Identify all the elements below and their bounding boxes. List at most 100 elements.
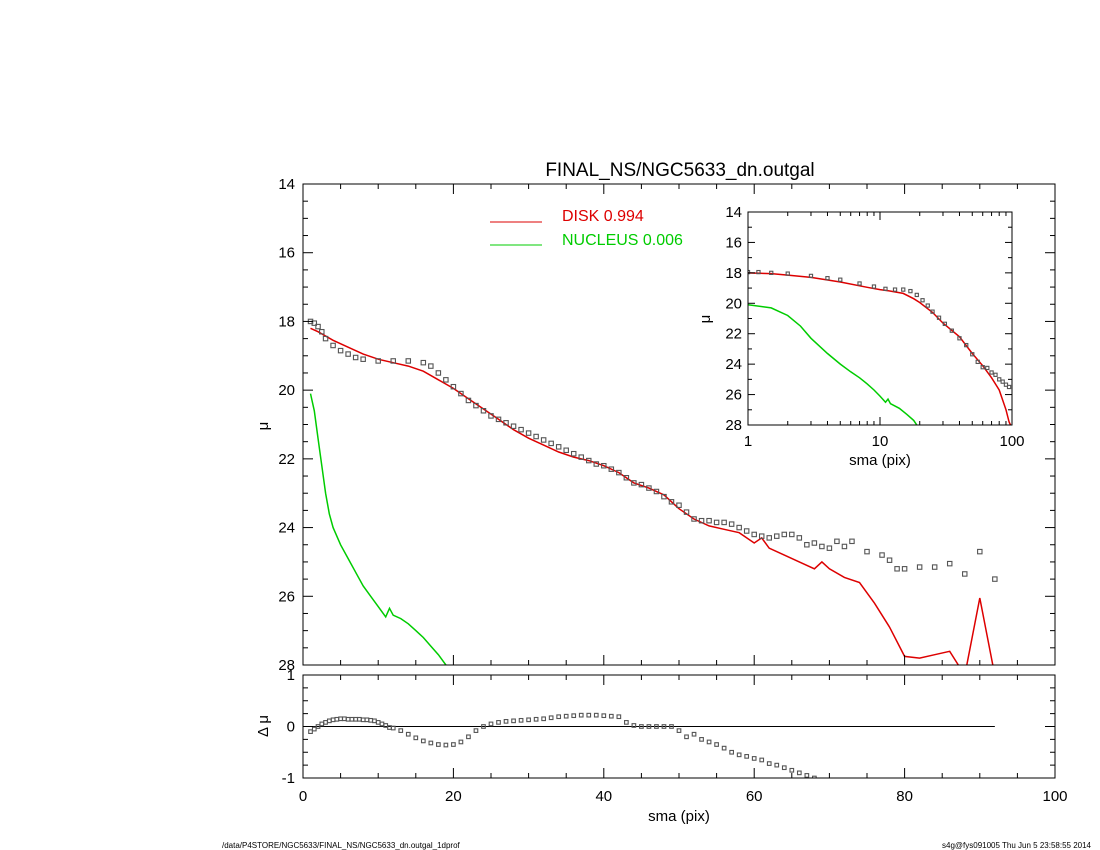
residual-residual-point-50 bbox=[601, 713, 607, 719]
chart-title: FINAL_NS/NGC5633_dn.outgal bbox=[545, 160, 814, 181]
main-data-point-15 bbox=[435, 370, 442, 376]
main-data-point-41 bbox=[631, 480, 637, 486]
residual-residual-point-2 bbox=[315, 724, 321, 729]
inset-data-point-29 bbox=[1000, 379, 1005, 384]
main-data-point-44 bbox=[653, 488, 660, 495]
residual-residual-point-20 bbox=[383, 723, 389, 728]
residual-panel: 10-1 0 20 40 60 80 100 sma (pix) Δ μ bbox=[255, 667, 1068, 825]
x-tick-label-5: 100 bbox=[1042, 788, 1067, 805]
x-tick-label-2: 40 bbox=[595, 788, 612, 805]
main-data-point-2 bbox=[315, 323, 321, 330]
residual-residual-point-52 bbox=[616, 714, 622, 720]
residual-residual-point-0 bbox=[308, 729, 313, 734]
residual-residual-point-19 bbox=[379, 721, 385, 727]
inset-data-point-30 bbox=[1003, 382, 1009, 387]
main-data-point-40 bbox=[623, 475, 630, 481]
residual-residual-point-46 bbox=[571, 713, 577, 719]
inset-x-tick-label-1: 10 bbox=[872, 433, 889, 450]
inset-y-tick-label-2: 18 bbox=[725, 265, 742, 282]
residual-residual-point-41 bbox=[533, 716, 539, 722]
main-data-point-75 bbox=[901, 566, 908, 572]
inset-data-point-27 bbox=[993, 372, 998, 377]
main-data-point-46 bbox=[668, 499, 675, 505]
inset-y-tick-label-5: 24 bbox=[725, 356, 742, 373]
main-y-tick-label-3: 20 bbox=[278, 382, 295, 399]
main-data-point-49 bbox=[691, 516, 697, 522]
inset-data-point-28 bbox=[997, 377, 1002, 382]
residual-residual-point-61 bbox=[684, 734, 689, 740]
main-data-point-13 bbox=[420, 359, 427, 366]
residual-y-axis-label: Δ μ bbox=[255, 715, 272, 737]
main-data-point-29 bbox=[540, 437, 547, 443]
main-y-tick-label-7: 28 bbox=[278, 657, 295, 674]
residual-residual-point-43 bbox=[548, 715, 554, 721]
residual-residual-point-51 bbox=[608, 713, 614, 719]
main-data-point-55 bbox=[736, 524, 742, 531]
residual-residual-point-5 bbox=[326, 718, 332, 724]
main-data-point-35 bbox=[586, 457, 592, 464]
inset-panel: 14 16 18 20 22 24 26 28 1 10 100 sma (pix) μ bbox=[697, 204, 1025, 469]
inset-x-tick-label-0: 1 bbox=[744, 433, 752, 450]
main-data-point-79 bbox=[962, 571, 968, 577]
residual-residual-point-16 bbox=[368, 717, 374, 723]
residual-residual-point-37 bbox=[503, 718, 509, 724]
residual-residual-point-32 bbox=[466, 734, 471, 740]
main-data-point-80 bbox=[977, 548, 983, 555]
main-data-point-52 bbox=[713, 519, 720, 526]
main-data-point-5 bbox=[330, 342, 336, 349]
inset-data-point-26 bbox=[989, 370, 994, 375]
main-nucleus-line bbox=[309, 393, 447, 665]
residual-x-ticks: 0 20 40 60 80 100 bbox=[299, 675, 1068, 805]
residual-residual-point-31 bbox=[458, 739, 464, 745]
main-data-point-14 bbox=[428, 363, 434, 369]
inset-data-point-21 bbox=[964, 342, 969, 348]
legend-nucleus-label: NUCLEUS 0.006 bbox=[562, 232, 683, 249]
main-y-axis-label: μ bbox=[255, 422, 272, 431]
main-data-point-76 bbox=[916, 564, 923, 570]
main-data-point-81 bbox=[992, 576, 998, 582]
inset-data-point-6 bbox=[838, 277, 843, 282]
residual-residual-point-24 bbox=[405, 731, 411, 737]
residual-residual-point-65 bbox=[714, 742, 719, 747]
main-data-point-17 bbox=[450, 383, 457, 390]
main-data-point-32 bbox=[563, 447, 569, 454]
main-data-point-62 bbox=[789, 531, 795, 538]
main-data-point-23 bbox=[495, 416, 502, 423]
main-data-point-33 bbox=[570, 450, 577, 457]
residual-residual-point-13 bbox=[357, 716, 362, 722]
main-data-point-69 bbox=[841, 543, 848, 550]
x-tick-label-4: 80 bbox=[896, 788, 913, 805]
inset-data-point-15 bbox=[925, 303, 930, 308]
inset-disk-line bbox=[748, 272, 1012, 425]
x-tick-label-0: 0 bbox=[299, 788, 307, 805]
residual-x-axis-label: sma (pix) bbox=[648, 808, 710, 825]
main-data-point-72 bbox=[879, 552, 885, 558]
residual-residual-point-3 bbox=[319, 721, 325, 727]
inset-data-point-23 bbox=[975, 359, 980, 365]
residual-residual-point-76 bbox=[796, 770, 802, 776]
main-data-point-22 bbox=[488, 413, 494, 419]
inset-data-point-11 bbox=[901, 287, 906, 292]
main-plot-area bbox=[307, 318, 998, 665]
residual-residual-point-68 bbox=[736, 752, 742, 758]
x-tick-label-1: 20 bbox=[445, 788, 462, 805]
inset-data-point-14 bbox=[920, 298, 925, 303]
inset-x-axis-label: sma (pix) bbox=[849, 452, 911, 469]
inset-data-point-17 bbox=[936, 315, 942, 320]
main-data-point-9 bbox=[360, 356, 366, 362]
inset-data-point-5 bbox=[825, 276, 830, 281]
residual-residual-point-23 bbox=[398, 728, 404, 733]
main-data-point-70 bbox=[849, 538, 855, 545]
residual-residual-point-77 bbox=[804, 773, 810, 778]
main-data-point-16 bbox=[443, 377, 449, 383]
main-data-point-71 bbox=[864, 548, 870, 555]
residual-residual-point-78 bbox=[812, 775, 817, 778]
residual-residual-point-8 bbox=[338, 716, 343, 722]
residual-residual-point-9 bbox=[342, 716, 347, 722]
residual-residual-point-7 bbox=[334, 716, 340, 722]
residual-residual-point-54 bbox=[631, 723, 637, 728]
footer-file-path: /data/P4STORE/NGC5633/FINAL_NS/NGC5633_d… bbox=[222, 841, 461, 850]
main-data-point-64 bbox=[804, 541, 810, 548]
main-data-point-68 bbox=[834, 538, 840, 545]
main-data-point-25 bbox=[510, 423, 517, 429]
